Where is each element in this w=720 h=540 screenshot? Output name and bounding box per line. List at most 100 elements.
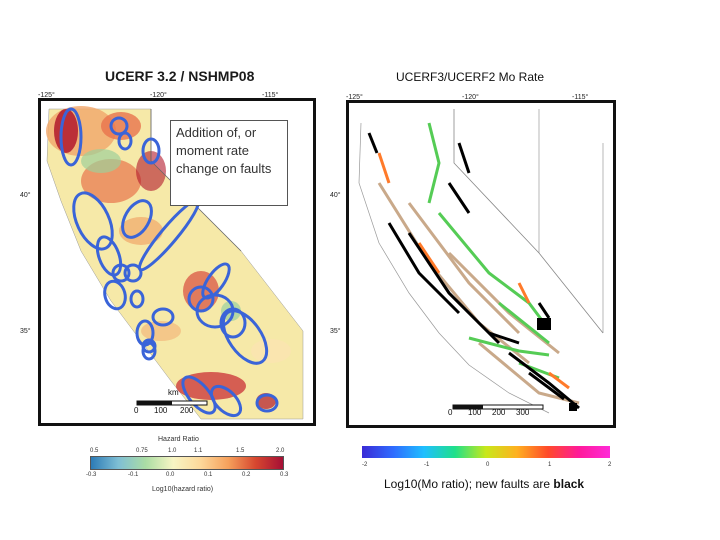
left-map-title: UCERF 3.2 / NSHMP08 — [105, 68, 255, 84]
caption-text: Log10(Mo ratio); new faults are — [384, 477, 554, 491]
fault-line — [528, 371, 565, 401]
fault-ellipse — [111, 263, 131, 283]
scale-label: 200 — [180, 406, 194, 415]
fault-ellipse — [103, 279, 127, 311]
fault-ellipse — [201, 262, 231, 300]
fault-lines-new — [367, 132, 580, 410]
fault-ellipse — [123, 263, 143, 283]
scale-bar-segment — [137, 401, 172, 405]
scale-label: 200 — [492, 408, 506, 417]
coastline — [358, 122, 550, 414]
colorbar-label: 0.5 — [90, 448, 99, 454]
fault-line — [468, 336, 550, 357]
colorbar-label: 0.0 — [166, 472, 175, 478]
lon-tick: -120° — [150, 92, 167, 99]
fault-ellipse — [151, 307, 175, 327]
hazard-patch — [81, 149, 121, 173]
fault-line — [498, 301, 550, 345]
lat-tick: 35° — [20, 328, 31, 335]
colorbar-labels: -2 -1 0 1 2 — [360, 462, 616, 470]
colorbar-label: 2.0 — [276, 448, 285, 454]
scale-label: 0 — [134, 406, 139, 415]
fault-ellipse — [117, 131, 133, 151]
annotation-callout: Addition of, or moment rate change on fa… — [170, 120, 288, 206]
colorbar-label: 0.75 — [136, 448, 148, 454]
fault-ellipse — [219, 307, 247, 339]
fault-ellipse — [121, 199, 153, 239]
colorbar-title: Hazard Ratio — [158, 436, 199, 443]
left-map-canvas — [46, 106, 304, 420]
fault-line — [447, 182, 471, 214]
caption-bold-word: black — [553, 477, 585, 491]
fault-ellipse — [209, 384, 243, 418]
colorbar-axis-label: Log10(hazard ratio) — [152, 486, 214, 493]
fault-line — [407, 232, 501, 345]
lon-tick: -125° — [346, 94, 363, 101]
fault-ellipse — [221, 309, 269, 365]
fault-lines-orange — [377, 152, 570, 390]
lon-tick: -115° — [262, 92, 279, 99]
hazard-patch — [136, 151, 166, 191]
fault-line — [517, 282, 531, 304]
lon-tick: -115° — [572, 94, 589, 101]
hazard-patch — [251, 339, 291, 363]
colorbar-label: 0.2 — [242, 472, 251, 478]
fault-line — [508, 351, 580, 410]
fault-line — [488, 331, 520, 345]
fault-ellipse — [141, 137, 161, 165]
fault-line — [457, 142, 471, 174]
fault-ellipse — [129, 289, 145, 309]
colorbar-label: -0.1 — [128, 472, 139, 478]
colorbar-label: 0.1 — [204, 472, 213, 478]
fault-ellipse — [72, 191, 114, 251]
scale-bar-segment — [453, 405, 483, 409]
fault-ellipse — [141, 341, 157, 361]
colorbar-label: -0.3 — [86, 472, 97, 478]
new-fault-block — [537, 318, 551, 330]
right-map-canvas — [358, 109, 604, 414]
new-fault-block — [569, 403, 577, 411]
lat-tick: 40° — [20, 192, 31, 199]
fault-line — [537, 302, 551, 319]
lat-tick: 35° — [330, 328, 341, 335]
lat-tick: 40° — [330, 192, 341, 199]
lon-tick: -120° — [462, 94, 479, 101]
right-moment-rate-map — [346, 100, 616, 428]
fault-line — [417, 242, 441, 274]
colorbar-label: 0.3 — [280, 472, 289, 478]
fault-ellipse — [187, 285, 215, 313]
colorbar-label: -1 — [424, 462, 430, 468]
fault-lines-green — [427, 122, 560, 380]
scale-label: 300 — [516, 408, 530, 417]
lon-tick: -125° — [38, 92, 55, 99]
colorbar-label: 1 — [548, 462, 552, 468]
fault-line — [407, 202, 521, 335]
fault-line — [447, 251, 560, 355]
fault-line — [387, 222, 461, 315]
colorbar-label: -2 — [362, 462, 368, 468]
state-border — [150, 109, 242, 252]
fault-line — [427, 122, 441, 204]
colorbar-bottom-labels: -0.3 -0.1 0.0 0.1 0.2 0.3 — [86, 472, 292, 480]
colorbar-label: 2 — [608, 462, 612, 468]
right-map-title: UCERF3/UCERF2 Mo Rate — [396, 70, 545, 84]
fault-line — [548, 371, 570, 390]
colorbar-label: 1.1 — [194, 448, 203, 454]
scale-unit: km — [168, 388, 179, 397]
fault-ellipse — [109, 116, 129, 136]
fault-line — [367, 132, 379, 154]
colorbar-label: 0 — [486, 462, 490, 468]
fault-ellipse — [59, 107, 83, 167]
fault-line — [478, 341, 580, 405]
scale-label: 100 — [154, 406, 168, 415]
scale-label: 100 — [468, 408, 482, 417]
fault-ellipse — [95, 235, 123, 277]
hazard-colorbar — [90, 456, 284, 470]
state-border — [453, 109, 604, 334]
fault-line — [377, 152, 391, 184]
fault-ellipse — [255, 393, 279, 413]
hazard-patch — [183, 271, 219, 311]
hazard-patch — [101, 112, 141, 140]
fault-lines-tan — [377, 182, 580, 405]
fault-highlights — [59, 107, 279, 418]
